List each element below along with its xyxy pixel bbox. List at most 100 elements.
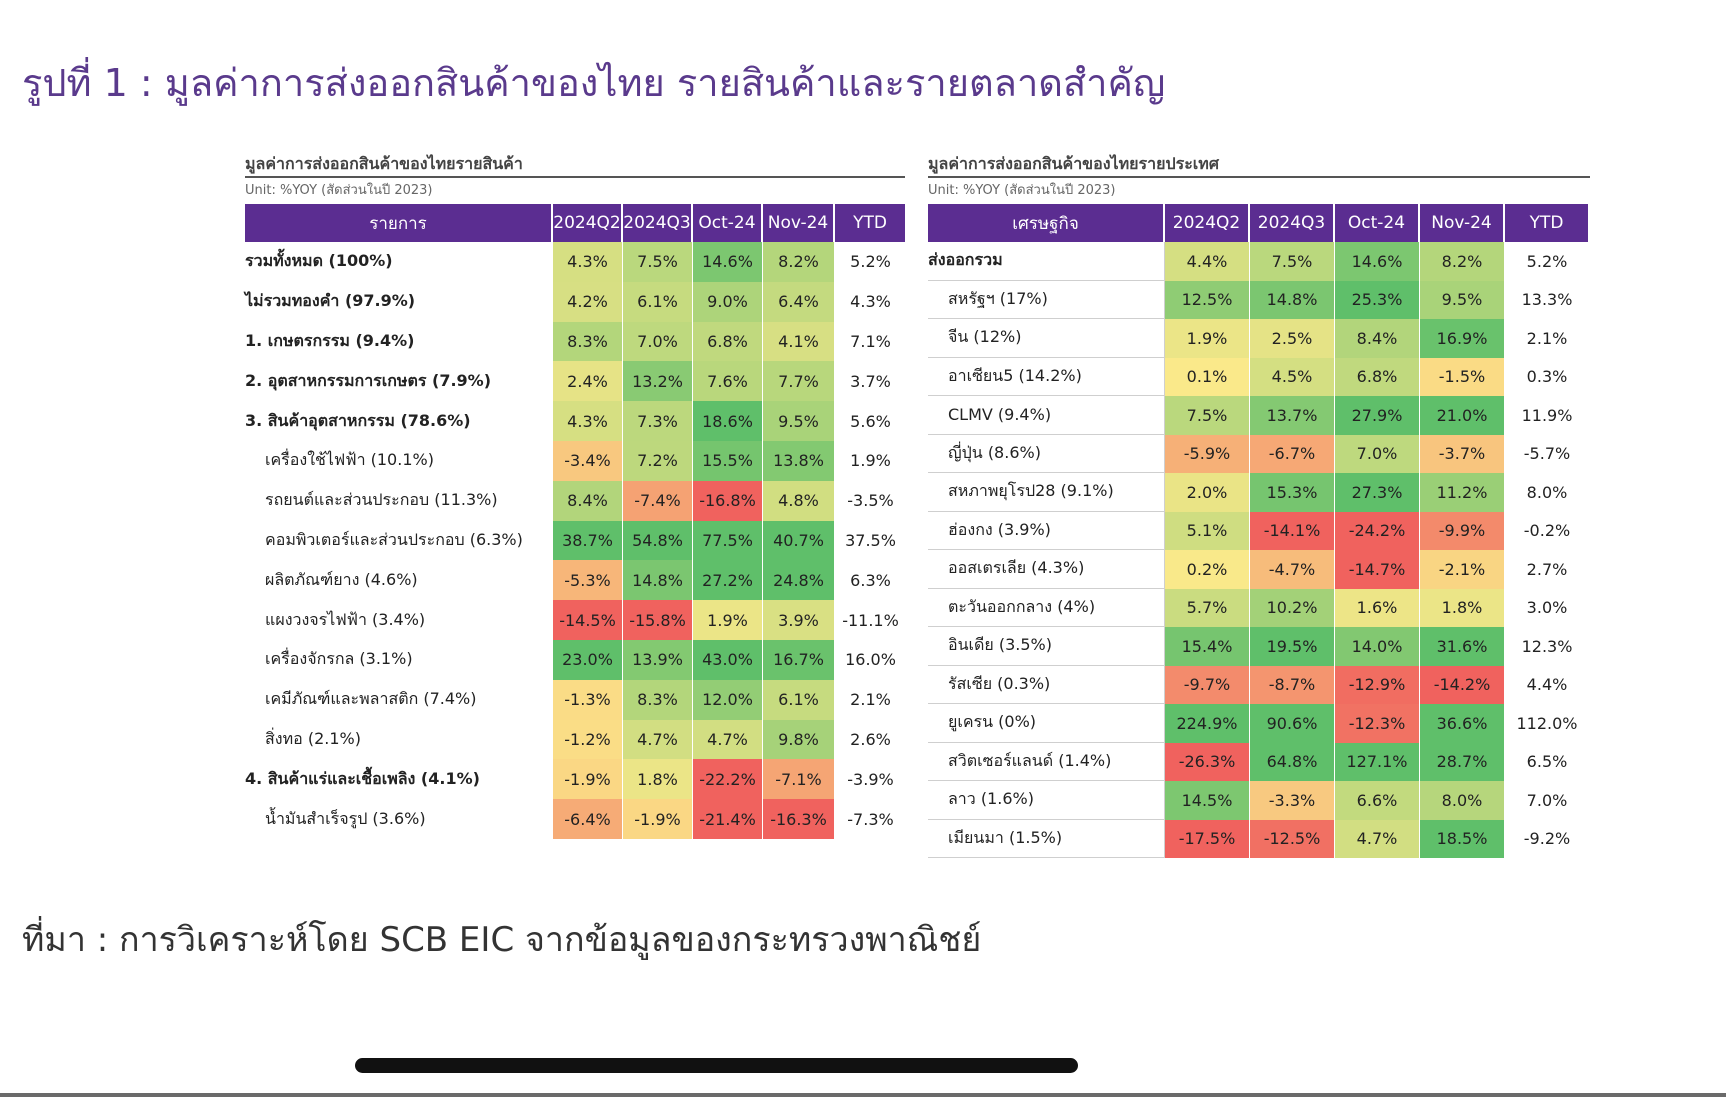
ytd-cell: 37.5% <box>835 520 907 561</box>
table-row: ญี่ปุ่น (8.6%) -5.9% -6.7% 7.0% -3.7% -5.7% <box>928 434 1590 473</box>
country-header-2: 2024Q3 <box>1250 204 1335 242</box>
table-row: สวิตเซอร์แลนด์ (1.4%) -26.3% 64.8% 127.1% 28… <box>928 742 1590 781</box>
heatmap-cell: -17.5% <box>1165 819 1250 858</box>
heatmap-cell: -2.1% <box>1420 550 1505 589</box>
row-label: เครื่องจักรกล (3.1%) <box>265 649 413 669</box>
heatmap-cell: 7.2% <box>623 440 693 481</box>
ytd-cell: 2.6% <box>835 719 907 760</box>
heatmap-cell: 4.5% <box>1250 357 1335 396</box>
heatmap-cell: 6.1% <box>623 281 693 322</box>
ytd-cell: 16.0% <box>835 639 907 680</box>
heatmap-cell: 27.9% <box>1335 396 1420 435</box>
ytd-cell: 0.3% <box>1505 357 1590 396</box>
product-export-table: รายการ 2024Q2 2024Q3 Oct-24 Nov-24 YTD รวมทั้… <box>245 204 907 839</box>
table-row: เครื่องใช้ไฟฟ้า (10.1%) -3.4% 7.2% 15.5% 13.… <box>245 440 907 481</box>
page-divider <box>0 1093 1726 1097</box>
heatmap-cell: 8.3% <box>553 321 623 362</box>
country-header-3: Oct-24 <box>1335 204 1420 242</box>
heatmap-cell: -12.5% <box>1250 819 1335 858</box>
heatmap-cell: 7.5% <box>1250 242 1335 281</box>
ytd-cell: 3.7% <box>835 361 907 402</box>
ytd-cell: 6.3% <box>835 560 907 601</box>
heatmap-cell: 14.6% <box>1335 242 1420 281</box>
country-table-title: มูลค่าการส่งออกสินค้าของไทยรายประเทศ <box>928 152 1590 178</box>
ytd-cell: -3.9% <box>835 759 907 800</box>
heatmap-cell: 6.1% <box>763 679 835 720</box>
row-label: ผลิตภัณฑ์ยาง (4.6%) <box>265 569 418 589</box>
product-header-4: Nov-24 <box>763 204 835 242</box>
row-label: ญี่ปุ่น (8.6%) <box>928 434 1165 473</box>
table-row: ไม่รวมทองคำ (97.9%) 4.2% 6.1% 9.0% 6.4% 4.3% <box>245 281 907 322</box>
heatmap-cell: -24.2% <box>1335 511 1420 550</box>
row-label: รวมทั้งหมด (100%) <box>245 251 393 271</box>
heatmap-cell: 23.0% <box>553 639 623 680</box>
heatmap-cell: 77.5% <box>693 520 763 561</box>
row-label: สวิตเซอร์แลนด์ (1.4%) <box>928 742 1165 781</box>
row-label: ตะวันออกกลาง (4%) <box>928 588 1165 627</box>
heatmap-cell: 90.6% <box>1250 704 1335 743</box>
heatmap-cell: 4.7% <box>1335 819 1420 858</box>
heatmap-cell: 40.7% <box>763 520 835 561</box>
heatmap-cell: 8.0% <box>1420 781 1505 820</box>
table-row: สหภาพยุโรป28 (9.1%) 2.0% 15.3% 27.3% 11.2% 8.… <box>928 473 1590 512</box>
heatmap-cell: 1.9% <box>693 600 763 640</box>
heatmap-cell: 10.2% <box>1250 588 1335 627</box>
ytd-cell: 4.3% <box>835 281 907 322</box>
table-header-row: รายการ 2024Q2 2024Q3 Oct-24 Nov-24 YTD <box>245 204 907 242</box>
heatmap-cell: 9.5% <box>763 401 835 441</box>
heatmap-cell: 5.1% <box>1165 511 1250 550</box>
product-unit-note: Unit: %YOY (สัดส่วนในปี 2023) <box>245 183 433 198</box>
heatmap-cell: 4.7% <box>693 719 763 760</box>
product-header-1: 2024Q2 <box>553 204 623 242</box>
heatmap-cell: 12.5% <box>1165 280 1250 319</box>
country-export-table: เศรษฐกิจ 2024Q2 2024Q3 Oct-24 Nov-24 YTD ส่งอ… <box>928 204 1590 858</box>
heatmap-cell: 8.4% <box>553 480 623 521</box>
heatmap-cell: 14.8% <box>623 560 693 601</box>
heatmap-cell: 4.8% <box>763 480 835 521</box>
heatmap-cell: 27.2% <box>693 560 763 601</box>
ytd-cell: 1.9% <box>835 440 907 481</box>
heatmap-cell: -1.2% <box>553 719 623 760</box>
heatmap-cell: -15.8% <box>623 600 693 640</box>
heatmap-cell: 7.7% <box>763 361 835 402</box>
table-row: แผงวงจรไฟฟ้า (3.4%) -14.5% -15.8% 1.9% 3.9% -… <box>245 600 907 640</box>
table-row: จีน (12%) 1.9% 2.5% 8.4% 16.9% 2.1% <box>928 319 1590 358</box>
heatmap-cell: 224.9% <box>1165 704 1250 743</box>
heatmap-cell: 14.0% <box>1335 627 1420 666</box>
table-row: เครื่องจักรกล (3.1%) 23.0% 13.9% 43.0% 16.7%… <box>245 639 907 680</box>
table-row: ผลิตภัณฑ์ยาง (4.6%) -5.3% 14.8% 27.2% 24.8% 6… <box>245 560 907 601</box>
row-label: CLMV (9.4%) <box>928 396 1165 435</box>
heatmap-cell: -5.9% <box>1165 434 1250 473</box>
home-indicator[interactable] <box>355 1058 1078 1073</box>
heatmap-cell: 64.8% <box>1250 742 1335 781</box>
heatmap-cell: 2.4% <box>553 361 623 402</box>
heatmap-cell: 25.3% <box>1335 280 1420 319</box>
ytd-cell: 8.0% <box>1505 473 1590 512</box>
heatmap-cell: -3.7% <box>1420 434 1505 473</box>
heatmap-cell: 14.6% <box>693 242 763 282</box>
country-header-0: เศรษฐกิจ <box>928 204 1165 242</box>
table-row: 3. สินค้าอุตสาหกรรม (78.6%) 4.3% 7.3% 18.6%… <box>245 401 907 441</box>
heatmap-cell: -6.4% <box>553 799 623 839</box>
table-row: 4. สินค้าแร่และเชื้อเพลิง (4.1%) -1.9% 1.8… <box>245 759 907 800</box>
heatmap-cell: 16.9% <box>1420 319 1505 358</box>
row-label: ไม่รวมทองคำ (97.9%) <box>245 291 416 311</box>
table-row: ยูเครน (0%) 224.9% 90.6% -12.3% 36.6% 112.0% <box>928 704 1590 743</box>
table-row: 2. อุตสาหกรรมการเกษตร (7.9%) 2.4% 13.2% 7.6… <box>245 361 907 402</box>
heatmap-cell: -16.3% <box>763 799 835 839</box>
row-label: จีน (12%) <box>928 319 1165 358</box>
heatmap-cell: -3.3% <box>1250 781 1335 820</box>
ytd-cell: 7.1% <box>835 321 907 362</box>
heatmap-cell: 7.6% <box>693 361 763 402</box>
heatmap-cell: -1.9% <box>623 799 693 839</box>
row-label: แผงวงจรไฟฟ้า (3.4%) <box>265 609 426 629</box>
row-label: 3. สินค้าอุตสาหกรรม (78.6%) <box>245 410 471 430</box>
heatmap-cell: -6.7% <box>1250 434 1335 473</box>
row-label: สหภาพยุโรป28 (9.1%) <box>928 473 1165 512</box>
heatmap-cell: 54.8% <box>623 520 693 561</box>
heatmap-cell: 1.9% <box>1165 319 1250 358</box>
row-label: น้ำมันสำเร็จรูป (3.6%) <box>265 808 426 828</box>
ytd-cell: 5.2% <box>835 242 907 282</box>
ytd-cell: 5.2% <box>1505 242 1590 281</box>
heatmap-cell: -1.9% <box>553 759 623 800</box>
